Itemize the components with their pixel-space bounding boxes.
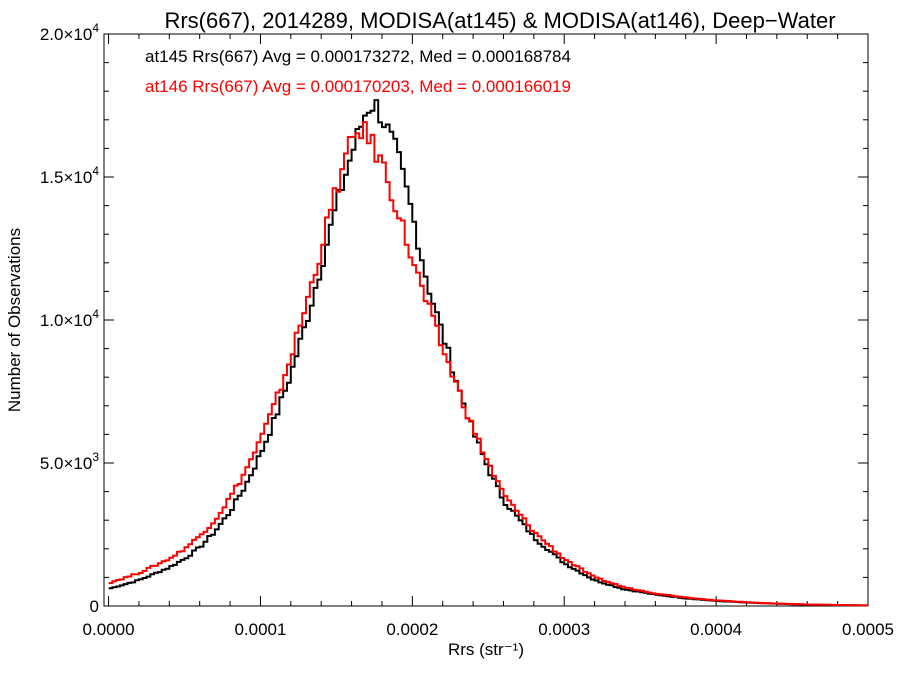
x-axis-label: Rrs (str⁻¹) [448,640,524,659]
y-tick-label: 2.0×104 [40,21,99,44]
x-tick-label: 0.0003 [538,620,590,639]
x-tick-label: 0.0001 [234,620,286,639]
x-tick-label: 0.0002 [386,620,438,639]
chart-title: Rrs(667), 2014289, MODISA(at145) & MODIS… [164,8,835,33]
series-0-line [108,99,868,607]
series-layer [108,99,868,607]
y-tick-exponent: 3 [92,450,99,464]
annotation-at145: at145 Rrs(667) Avg = 0.000173272, Med = … [145,47,571,66]
y-tick-label: 0 [90,597,99,616]
y-tick-mantissa: 1.5×10 [40,168,92,187]
y-tick-mantissa: 5.0×10 [40,454,92,473]
annotation-at146: at146 Rrs(667) Avg = 0.000170203, Med = … [145,77,571,96]
y-tick-label: 1.5×104 [40,164,99,187]
x-tick-label: 0.0005 [842,620,894,639]
y-tick-label: 5.0×103 [40,450,99,473]
x-axis-label-base: Rrs (str⁻¹) [448,640,524,659]
y-tick-exponent: 4 [92,307,99,321]
y-tick-mantissa: 2.0×10 [40,25,92,44]
y-tick-mantissa: 1.0×10 [40,311,92,330]
y-axis-label: Number of Observations [5,228,24,412]
plot-frame [103,33,869,607]
y-tick-exponent: 4 [92,21,99,35]
series-1-line [108,121,868,607]
y-tick-mantissa: 0 [90,597,99,616]
x-tick-label: 0.0000 [83,620,135,639]
axis-ticks: 0.0000 0.0001 0.0002 0.0003 0.0004 0.0005 0 5.0… [40,21,894,639]
x-tick-label: 0.0004 [690,620,742,639]
y-tick-exponent: 4 [92,164,99,178]
y-tick-label: 1.0×104 [40,307,99,330]
